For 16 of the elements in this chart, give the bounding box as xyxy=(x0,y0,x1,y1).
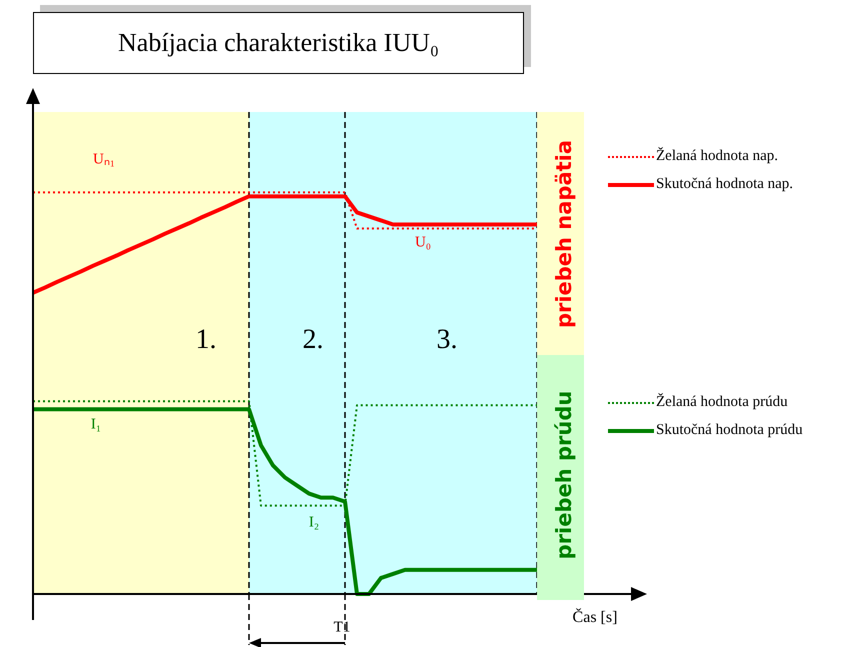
annotation: priebeh napätia xyxy=(552,140,576,328)
annotation: I₁ xyxy=(90,416,102,434)
legend-label: Skutočná hodnota nap. xyxy=(656,176,794,193)
annotation: 3. xyxy=(436,324,458,356)
legend-label: Želaná hodnota prúdu xyxy=(656,394,788,411)
annotation: priebeh prúdu xyxy=(552,390,576,560)
text: Uₙ₁ xyxy=(92,150,116,168)
x-axis-title: Čas [s] xyxy=(572,609,618,627)
legend-label: Želaná hodnota nap. xyxy=(656,148,778,165)
annotation: 1. xyxy=(196,324,216,356)
chart-title: Nabíjacia charakteristika IUU₀ xyxy=(33,12,524,74)
annotation: 2. xyxy=(302,324,324,356)
text: T1 xyxy=(334,620,350,636)
annotation: I₂ xyxy=(308,514,320,532)
legend-label: Skutočná hodnota prúdu xyxy=(656,422,803,439)
annotation: U₀ xyxy=(414,234,432,252)
